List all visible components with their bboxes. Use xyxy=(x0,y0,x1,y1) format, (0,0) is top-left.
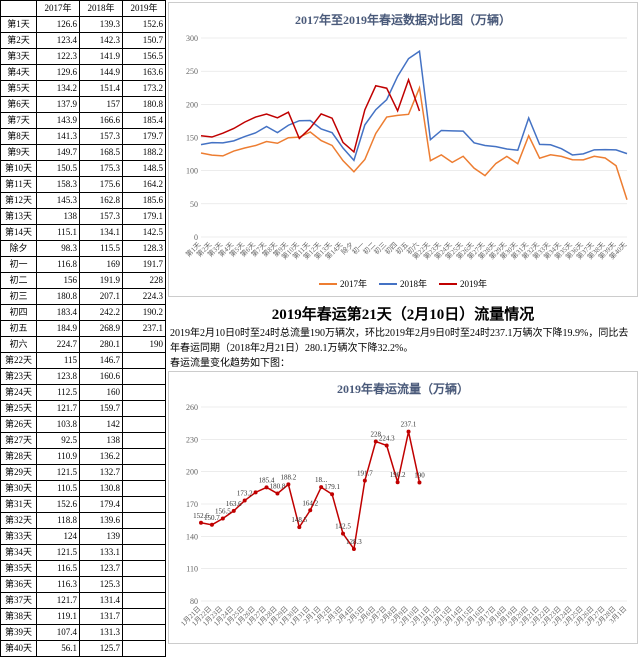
col-header: 2017年 xyxy=(37,1,80,17)
svg-text:140: 140 xyxy=(186,532,198,541)
table-row: 第33天124139 xyxy=(1,529,166,545)
svg-text:237.1: 237.1 xyxy=(401,421,417,429)
chart2-title: 2019年春运流量（万辆） xyxy=(173,380,633,397)
svg-text:224.3: 224.3 xyxy=(379,434,395,442)
table-row: 第36天116.3125.3 xyxy=(1,577,166,593)
table-row: 第28天110.9136.2 xyxy=(1,449,166,465)
table-row: 第25天121.7159.7 xyxy=(1,401,166,417)
data-table: 2017年2018年2019年 第1天126.6139.3152.6第2天123… xyxy=(0,0,166,657)
svg-text:80: 80 xyxy=(190,597,198,606)
table-row: 第8天141.3157.3179.7 xyxy=(1,129,166,145)
table-row: 第12天145.3162.8185.6 xyxy=(1,193,166,209)
table-row: 第7天143.9166.6185.4 xyxy=(1,113,166,129)
table-row: 第37天121.7131.4 xyxy=(1,593,166,609)
svg-text:170: 170 xyxy=(186,500,198,509)
svg-text:142.5: 142.5 xyxy=(335,523,351,531)
col-header xyxy=(1,1,37,17)
svg-text:191.7: 191.7 xyxy=(357,470,373,478)
table-row: 除夕98.3115.5128.3 xyxy=(1,241,166,257)
table-row: 第6天137.9157180.8 xyxy=(1,97,166,113)
svg-text:163.6: 163.6 xyxy=(226,500,242,508)
svg-text:148.5: 148.5 xyxy=(291,516,307,524)
table-row: 初一116.8169191.7 xyxy=(1,257,166,273)
table-row: 初五184.9268.9237.1 xyxy=(1,321,166,337)
table-row: 第30天110.5130.8 xyxy=(1,481,166,497)
svg-text:260: 260 xyxy=(186,403,198,412)
col-header: 2018年 xyxy=(80,1,123,17)
svg-text:200: 200 xyxy=(186,468,198,477)
table-row: 第13天138157.3179.1 xyxy=(1,209,166,225)
table-row: 第26天103.8142 xyxy=(1,417,166,433)
table-row: 第23天123.8160.6 xyxy=(1,369,166,385)
table-row: 第39天107.4131.3 xyxy=(1,625,166,641)
chart1-legend: 2017年2018年2019年 xyxy=(173,277,633,290)
table-row: 第4天129.6144.9163.6 xyxy=(1,65,166,81)
table-row: 第31天152.6179.4 xyxy=(1,497,166,513)
svg-text:50: 50 xyxy=(190,200,198,209)
table-row: 第24天112.5160 xyxy=(1,385,166,401)
description-text: 2019年2月10日0时至24时总流量190万辆次，环比2019年2月9日0时至… xyxy=(168,326,638,371)
section-title: 2019年春运第21天（2月10日）流量情况 xyxy=(168,303,638,324)
svg-text:230: 230 xyxy=(186,435,198,444)
svg-text:156.5: 156.5 xyxy=(215,508,231,516)
svg-text:128.3: 128.3 xyxy=(346,538,362,546)
table-row: 初六224.7280.1190 xyxy=(1,337,166,353)
svg-text:179.1: 179.1 xyxy=(324,483,340,491)
svg-text:200: 200 xyxy=(186,100,198,109)
table-row: 初二156191.9228 xyxy=(1,273,166,289)
table-row: 第14天115.1134.1142.5 xyxy=(1,225,166,241)
svg-text:180.8: 180.8 xyxy=(270,483,286,491)
col-header: 2019年 xyxy=(123,1,166,17)
table-row: 第22天115146.7 xyxy=(1,353,166,369)
table-row: 第5天134.2151.4173.2 xyxy=(1,81,166,97)
svg-text:190: 190 xyxy=(414,471,425,479)
table-row: 第38天119.1131.7 xyxy=(1,609,166,625)
table-row: 第40天56.1125.7 xyxy=(1,641,166,657)
svg-text:250: 250 xyxy=(186,67,198,76)
svg-text:164.2: 164.2 xyxy=(302,499,318,507)
table-row: 第35天116.5123.7 xyxy=(1,561,166,577)
table-row: 第1天126.6139.3152.6 xyxy=(1,17,166,33)
svg-text:110: 110 xyxy=(186,565,198,574)
chart-2019: 2019年春运流量（万辆） 801101401702002302601月21日1… xyxy=(168,371,638,644)
svg-text:188.2: 188.2 xyxy=(281,473,297,481)
chart-comparison: 2017年至2019年春运数据对比图（万辆） 05010015020025030… xyxy=(168,2,638,297)
svg-text:100: 100 xyxy=(186,167,198,176)
table-row: 第3天122.3141.9156.5 xyxy=(1,49,166,65)
table-row: 第10天150.5175.3148.5 xyxy=(1,161,166,177)
table-row: 第29天121.5132.7 xyxy=(1,465,166,481)
table-row: 第2天123.4142.3150.7 xyxy=(1,33,166,49)
chart1-title: 2017年至2019年春运数据对比图（万辆） xyxy=(173,11,633,28)
svg-text:173.2: 173.2 xyxy=(237,490,253,498)
table-row: 第11天158.3175.6164.2 xyxy=(1,177,166,193)
svg-text:150: 150 xyxy=(186,134,198,143)
table-row: 第27天92.5138 xyxy=(1,433,166,449)
table-row: 初三180.8207.1224.3 xyxy=(1,289,166,305)
table-row: 第34天121.5133.1 xyxy=(1,545,166,561)
table-row: 第32天118.8139.6 xyxy=(1,513,166,529)
table-row: 第9天149.7168.5188.2 xyxy=(1,145,166,161)
svg-text:190.2: 190.2 xyxy=(390,471,406,479)
svg-text:300: 300 xyxy=(186,34,198,43)
table-row: 初四183.4242.2190.2 xyxy=(1,305,166,321)
